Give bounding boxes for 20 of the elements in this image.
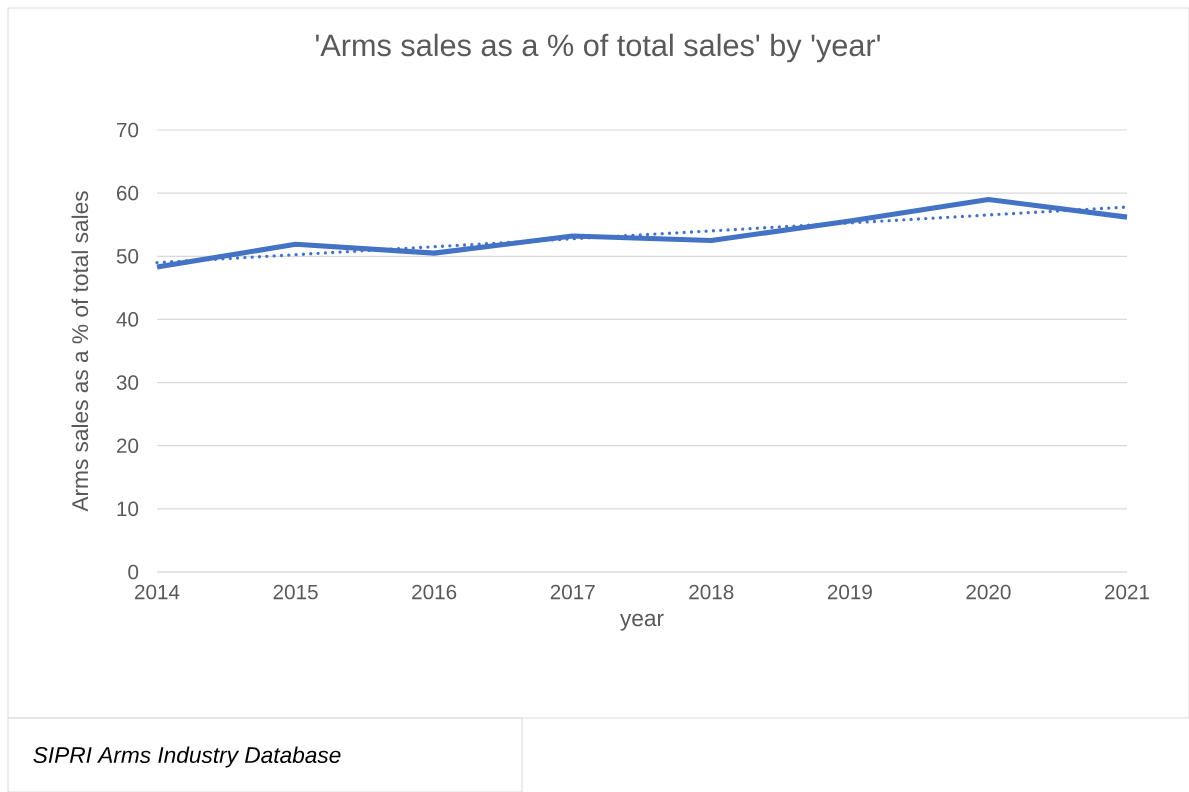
y-tick-label: 20 [117, 438, 139, 454]
x-tick-label: 2016 [412, 584, 457, 600]
x-tick-label: 2015 [273, 584, 318, 600]
chart-title: 'Arms sales as a % of total sales' by 'year' [315, 33, 880, 63]
x-tick-label: 2017 [550, 584, 595, 600]
y-tick-label: 60 [117, 185, 139, 201]
x-tick-label: 2014 [135, 584, 180, 600]
x-tick-label: 2020 [966, 584, 1011, 600]
y-tick-label: 70 [117, 122, 139, 138]
y-tick-label: 10 [117, 501, 139, 517]
y-tick-label: 40 [116, 312, 139, 327]
x-tick-label: 2018 [689, 584, 734, 600]
y-axis-title: Arms sales as a % of total sales [71, 191, 89, 512]
y-tick-label: 30 [116, 375, 139, 390]
x-axis-title: year [620, 613, 664, 631]
y-tick-label: 50 [116, 248, 139, 264]
x-tick-label: 2021 [1105, 584, 1149, 600]
text: SIPRI Arms Industry Database [33, 746, 341, 768]
x-tick-label: 2019 [827, 584, 872, 600]
y-tick-label: 0 [128, 564, 139, 580]
